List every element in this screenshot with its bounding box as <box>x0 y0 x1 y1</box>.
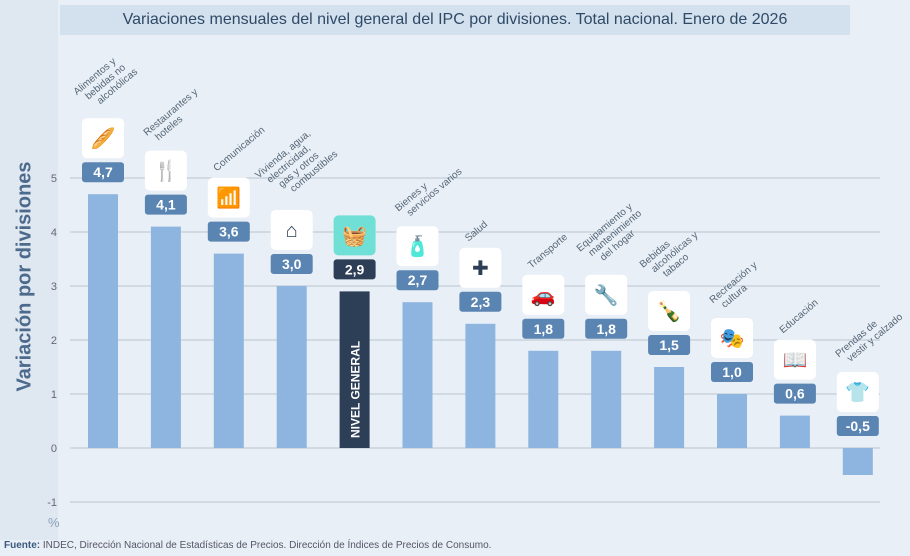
chart-title: Variaciones mensuales del nivel general … <box>60 5 850 35</box>
category-label: Recreación ycultura <box>708 260 767 314</box>
icon-box <box>396 226 439 267</box>
bar-inner-label: NIVEL GENERAL <box>349 341 363 438</box>
icon-box <box>585 274 628 315</box>
category-label: Vivienda, agua,electricidad,gas y otrosc… <box>253 124 340 207</box>
value-badge <box>522 318 565 339</box>
data-label: 1,8 <box>534 321 554 337</box>
value-badge <box>773 383 816 404</box>
y-tick-label: 0 <box>51 443 57 455</box>
bar <box>779 415 810 448</box>
value-badge <box>207 221 250 242</box>
value-badge <box>333 259 376 280</box>
bar <box>717 394 747 448</box>
source-label: Fuente: <box>4 540 41 551</box>
icon-box <box>144 150 187 191</box>
icon-box <box>459 247 502 288</box>
category-label: Transporte <box>526 232 570 272</box>
data-label: 1,8 <box>596 321 616 337</box>
theater-masks-icon: 🎭 <box>720 328 745 350</box>
bar <box>591 350 622 448</box>
source-text: INDEC, Dirección Nacional de Estadística… <box>40 540 492 551</box>
icon-box <box>836 372 879 412</box>
house-utilities-icon: ⌂ <box>286 220 298 242</box>
tools-icon: 🔧 <box>594 283 619 307</box>
data-label: 1,0 <box>722 364 742 380</box>
category-label: Bienes yservicios varios <box>393 158 464 223</box>
data-label: 3,0 <box>282 256 302 272</box>
bar <box>339 291 370 448</box>
value-badge <box>270 254 313 274</box>
y-tick-label: 2 <box>51 335 57 347</box>
source-note: Fuente: INDEC, Dirección Nacional de Est… <box>4 540 491 551</box>
category-label: Alimentos ybebidas noalcohólicas <box>72 50 140 115</box>
wifi-icon: 📶 <box>216 186 241 210</box>
data-label: 4,7 <box>93 164 113 180</box>
value-badge <box>459 291 502 312</box>
bar <box>654 367 685 448</box>
food-basket-icon: 🥖 <box>91 126 116 150</box>
bar <box>465 323 496 448</box>
bar <box>213 253 244 448</box>
icon-box <box>82 118 124 159</box>
bar <box>276 286 307 448</box>
y-tick-label: 5 <box>51 173 57 185</box>
car-repair-icon: 🚗 <box>531 285 556 307</box>
shopping-basket-icon: 🧺 <box>342 225 367 247</box>
data-label: 2,9 <box>345 261 365 277</box>
icon-box <box>333 215 376 256</box>
bar <box>528 350 559 448</box>
unit-label: % <box>48 515 60 530</box>
y-tick-label: 4 <box>51 227 57 239</box>
data-label: 4,1 <box>156 197 176 213</box>
axis-band <box>0 0 58 540</box>
value-badge <box>144 194 187 215</box>
icon-box <box>711 318 753 358</box>
value-badge <box>711 362 753 382</box>
category-label: Prendas devestir y calzado <box>834 303 906 368</box>
icon-box <box>522 274 565 315</box>
category-label: Bebidasalcohólicas ytabaco <box>638 221 708 287</box>
value-badge <box>648 335 691 355</box>
icon-box <box>648 291 691 331</box>
bar <box>842 448 873 475</box>
category-label: Restaurantes yhoteles <box>142 87 208 147</box>
category-label: Comunicación <box>212 125 268 174</box>
category-label: Educación <box>778 297 821 335</box>
bar <box>88 194 118 448</box>
bar-chart: -1 0 1 2 3 4 5 4,7 🥖 Alimentos ybebidas noalcohól… <box>47 50 906 509</box>
toiletries-icon: 🧴 <box>405 234 430 258</box>
health-cross-icon: ✚ <box>472 258 489 280</box>
value-badge <box>396 270 439 291</box>
value-badge <box>82 162 124 183</box>
icon-box <box>207 177 250 218</box>
y-tick-label: 3 <box>51 281 57 293</box>
icon-box <box>773 339 816 380</box>
data-label: 2,3 <box>471 294 491 310</box>
y-tick-label: -1 <box>47 497 57 509</box>
bottle-smoke-icon: 🍾 <box>657 299 682 323</box>
value-badge <box>836 416 879 436</box>
bar <box>150 226 181 448</box>
value-badge <box>585 318 628 339</box>
data-label: 3,6 <box>219 224 239 240</box>
tshirt-icon: 👕 <box>845 382 870 404</box>
data-label: 1,5 <box>659 337 679 353</box>
icon-box <box>270 210 313 250</box>
y-tick-label: 1 <box>51 389 57 401</box>
data-label: -0,5 <box>846 418 870 434</box>
data-label: 0,6 <box>785 386 805 402</box>
data-label: 2,7 <box>408 272 428 288</box>
fork-hotel-icon: 🍴 <box>153 159 178 183</box>
bar <box>402 302 433 448</box>
book-icon: 📖 <box>782 350 807 372</box>
